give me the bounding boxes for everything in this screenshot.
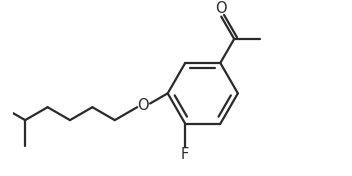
Text: O: O: [215, 1, 227, 16]
Text: F: F: [181, 147, 189, 162]
Text: O: O: [137, 98, 149, 113]
